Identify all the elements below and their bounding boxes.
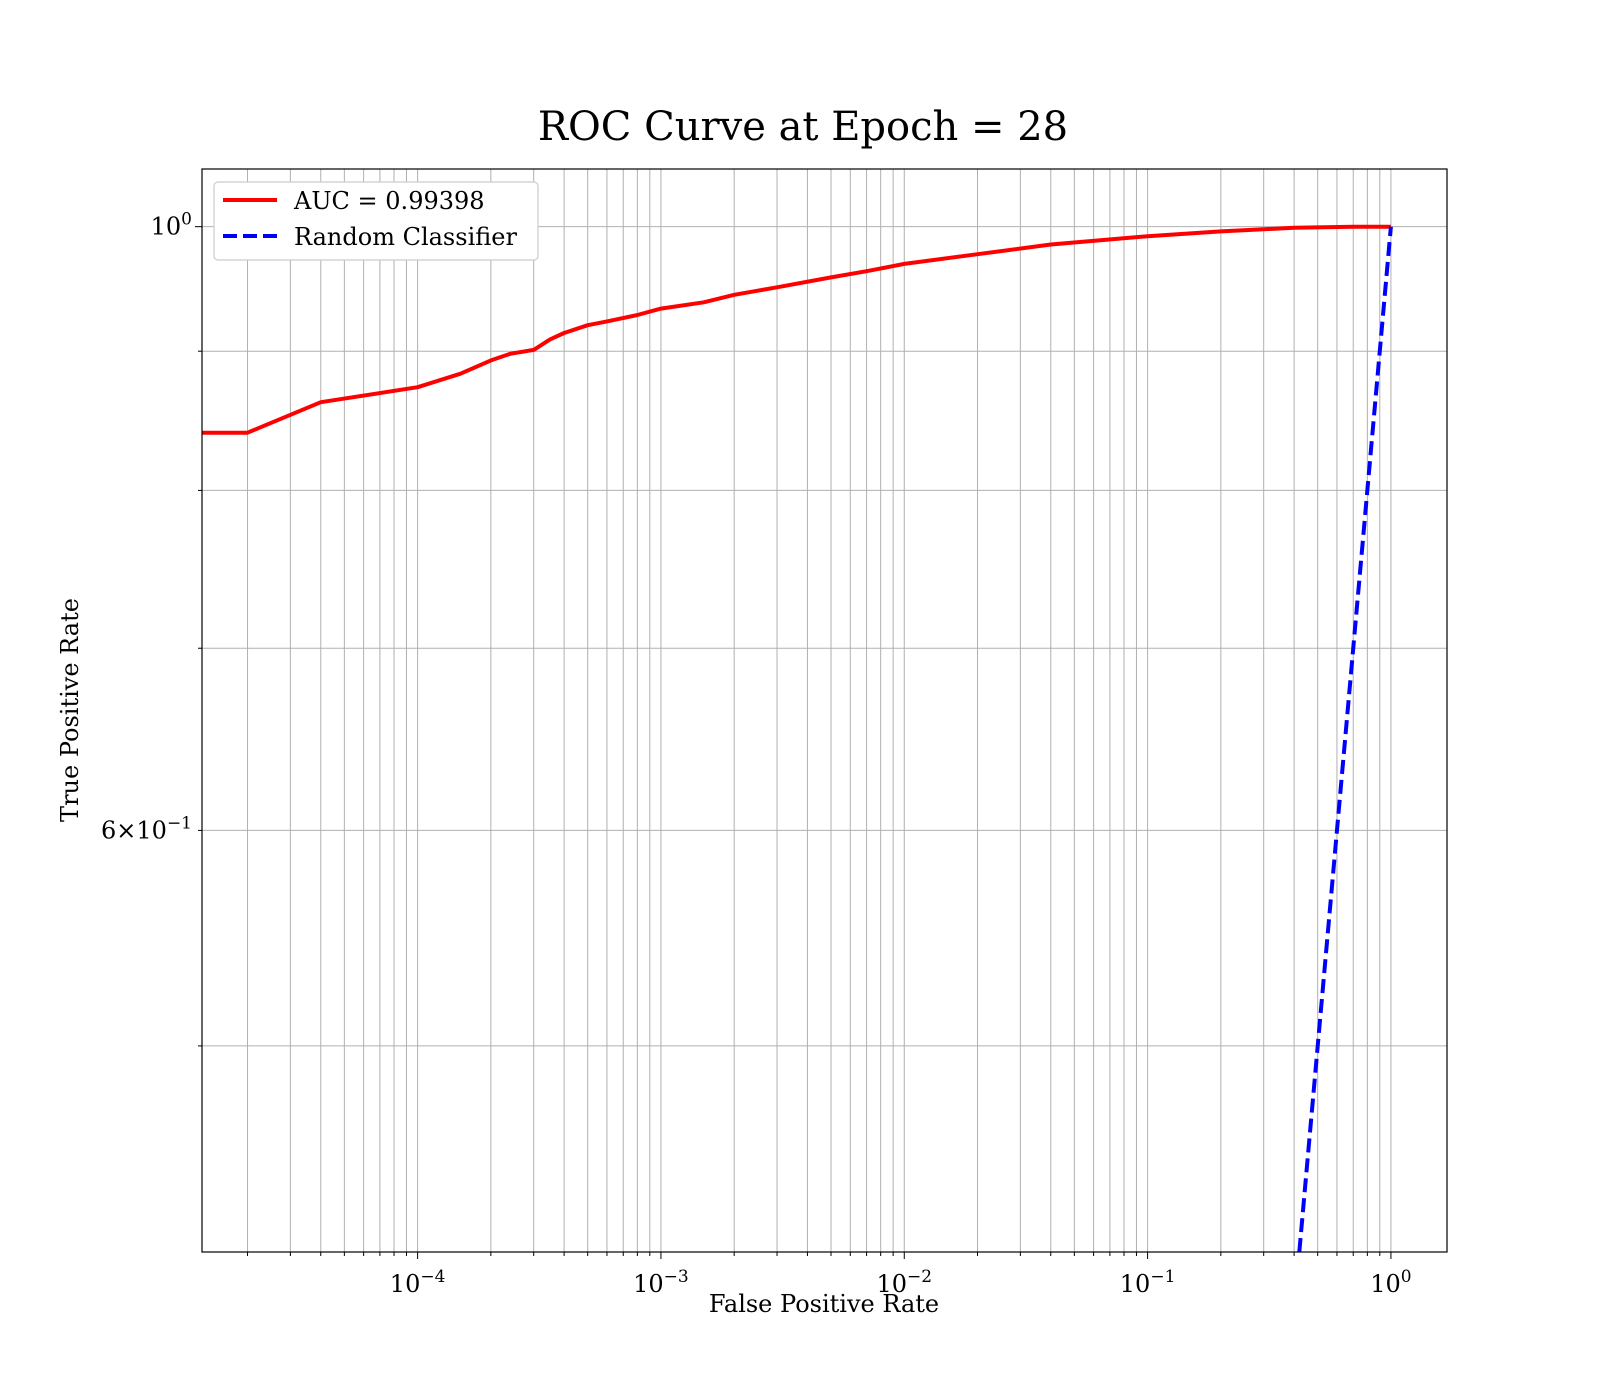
grid-lines <box>202 169 1447 1252</box>
y-tick-label: 6×10−1 <box>101 813 192 844</box>
axis-ticks: 10−4 10−3 10−2 10−1 100 100 6×10−1 <box>101 210 1412 1298</box>
legend: AUC = 0.99398 Random Classifier <box>213 181 539 261</box>
x-axis-label: False Positive Rate <box>709 1290 939 1318</box>
series-layer <box>202 224 1393 1252</box>
random-classifier-line <box>1297 226 1393 1252</box>
roc-curve-line <box>202 224 1391 435</box>
x-tick-label: 10−2 <box>876 1267 932 1298</box>
chart-title: ROC Curve at Epoch = 28 <box>538 104 1068 150</box>
legend-box <box>213 181 539 261</box>
x-tick-label: 10−4 <box>390 1267 446 1298</box>
x-tick-label: 100 <box>1370 1267 1411 1298</box>
x-tick-label: 10−1 <box>1120 1267 1176 1298</box>
y-axis-label: True Positive Rate <box>56 598 84 822</box>
legend-label-auc: AUC = 0.99398 <box>293 187 485 215</box>
legend-label-random: Random Classifier <box>294 223 517 251</box>
x-tick-label: 10−3 <box>633 1267 689 1298</box>
plot-frame <box>201 168 1448 1253</box>
y-tick-label: 100 <box>151 210 192 241</box>
